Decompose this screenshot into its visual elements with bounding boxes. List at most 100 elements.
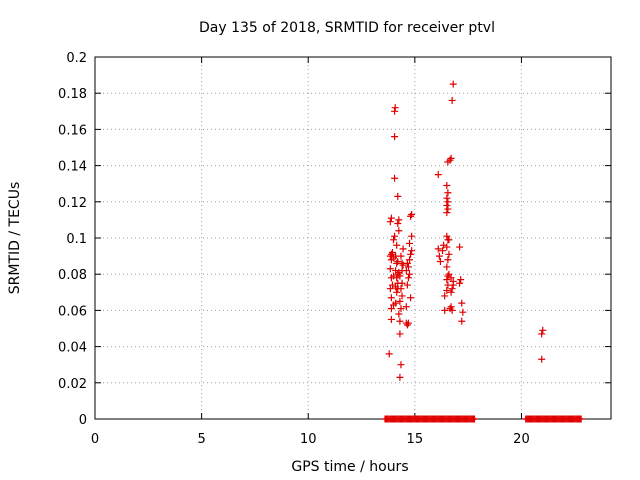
data-point	[407, 250, 415, 258]
data-point	[391, 107, 399, 115]
data-point	[403, 321, 411, 329]
data-point	[443, 276, 451, 284]
plot-frame	[94, 56, 612, 420]
x-tick-label: 15	[407, 432, 424, 447]
data-point	[402, 303, 410, 311]
data-point	[407, 294, 415, 302]
y-tick-label: 0.08	[58, 268, 87, 283]
zero-point	[577, 415, 585, 423]
zero-value-points	[381, 415, 585, 423]
data-point	[408, 210, 416, 218]
data-point	[397, 305, 405, 313]
data-point	[391, 133, 399, 141]
data-point	[385, 350, 393, 358]
data-point	[393, 288, 401, 296]
data-point	[396, 373, 404, 381]
data-point	[386, 265, 394, 273]
data-point	[395, 310, 403, 318]
data-point	[391, 174, 399, 182]
data-point	[456, 279, 464, 287]
y-axis: 0 0.02 0.04 0.06 0.08 0.1 0.12 0.14 0.16 0.18 0.2	[58, 51, 611, 428]
data-point	[447, 303, 455, 311]
y-tick-label: 0.02	[58, 377, 87, 392]
data-point	[434, 245, 442, 253]
y-axis-label: SRMTID / TECUs	[7, 182, 23, 295]
data-point	[403, 281, 411, 289]
data-point	[443, 286, 451, 294]
data-point	[395, 216, 403, 224]
data-point	[444, 272, 452, 280]
data-point	[403, 259, 411, 267]
data-point	[398, 292, 406, 300]
data-point	[408, 232, 416, 240]
data-point	[396, 317, 404, 325]
x-axis-label: GPS time / hours	[291, 459, 408, 475]
data-point	[440, 241, 448, 249]
data-point	[392, 299, 400, 307]
data-point	[397, 252, 405, 260]
data-point	[447, 154, 455, 162]
data-point	[444, 205, 452, 213]
data-points	[385, 80, 547, 381]
y-tick-label: 0.12	[58, 196, 87, 211]
y-tick-label: 0.06	[58, 304, 87, 319]
data-point	[386, 285, 394, 293]
x-tick-label: 5	[197, 432, 205, 447]
y-tick-label: 0.04	[58, 341, 87, 356]
data-point	[408, 247, 416, 255]
data-point	[434, 171, 442, 179]
data-point	[538, 355, 546, 363]
data-point	[444, 189, 452, 197]
data-point	[444, 198, 452, 206]
data-point	[407, 212, 415, 220]
data-point	[445, 270, 453, 278]
data-point	[386, 218, 394, 226]
data-point	[399, 245, 407, 253]
data-point	[394, 192, 402, 200]
data-point	[396, 330, 404, 338]
data-point	[404, 263, 412, 271]
grid	[95, 57, 611, 419]
data-point	[443, 243, 451, 251]
data-point	[388, 248, 396, 256]
data-point	[435, 252, 443, 260]
data-point	[394, 258, 402, 266]
data-point	[448, 306, 456, 314]
data-point	[444, 256, 452, 264]
data-point	[443, 209, 451, 217]
data-point	[443, 182, 451, 190]
data-point	[443, 232, 451, 240]
data-point	[387, 305, 395, 313]
chart-title: Day 135 of 2018, SRMTID for receiver ptv…	[199, 20, 495, 36]
data-point	[406, 270, 414, 278]
data-point	[387, 294, 395, 302]
data-point	[538, 330, 546, 338]
y-tick-label: 0.18	[58, 87, 87, 102]
data-point	[402, 267, 410, 275]
data-point	[456, 243, 464, 251]
x-tick-label: 0	[91, 432, 99, 447]
y-tick-label: 0.16	[58, 123, 87, 138]
x-axis: 0 5 10 15 20	[91, 57, 530, 447]
data-point	[441, 306, 449, 314]
data-point	[449, 277, 457, 285]
y-tick-label: 0.2	[66, 51, 87, 66]
data-point	[443, 201, 451, 209]
data-point	[439, 247, 447, 255]
data-point	[391, 232, 399, 240]
data-point	[399, 261, 407, 269]
data-point	[397, 285, 405, 293]
data-point	[396, 272, 404, 280]
data-point	[539, 326, 547, 334]
data-point	[458, 299, 466, 307]
data-point	[447, 288, 455, 296]
data-point	[398, 279, 406, 287]
x-tick-label: 10	[300, 432, 317, 447]
data-point	[390, 236, 398, 244]
data-point	[396, 297, 404, 305]
data-point	[458, 317, 466, 325]
data-point	[406, 239, 414, 247]
data-point	[404, 274, 412, 282]
data-point	[443, 263, 451, 271]
